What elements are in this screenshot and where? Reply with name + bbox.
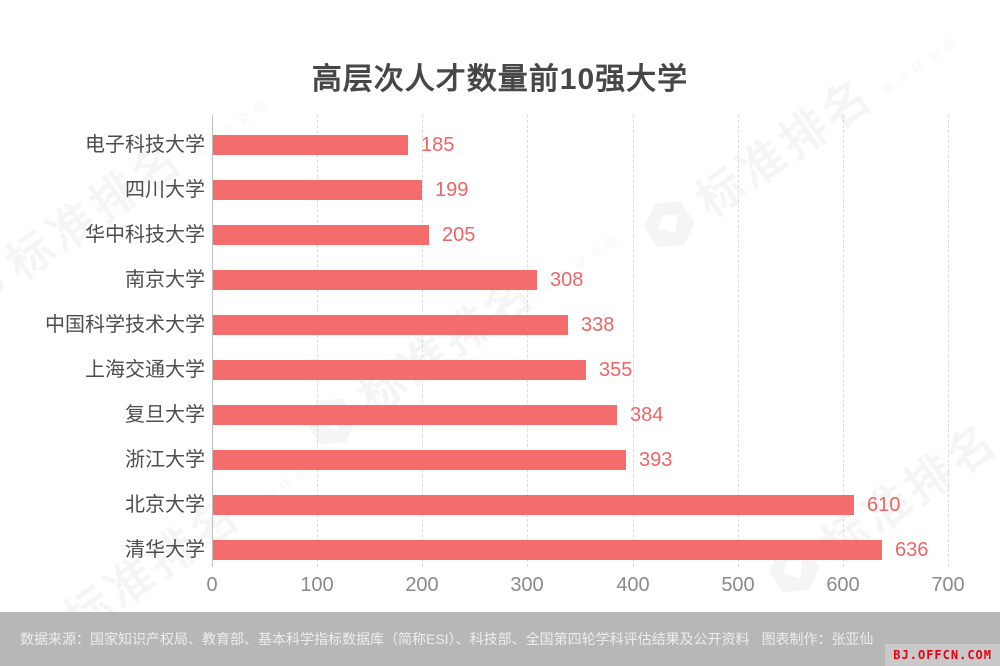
x-tick-label: 400 bbox=[616, 574, 650, 596]
bar-value-label: 205 bbox=[442, 224, 476, 246]
bar bbox=[213, 270, 537, 290]
gridline bbox=[633, 115, 634, 567]
bar bbox=[213, 450, 626, 470]
gridline bbox=[422, 115, 423, 567]
category-label: 清华大学 bbox=[125, 539, 205, 561]
x-tick-label: 300 bbox=[510, 574, 544, 596]
bar bbox=[213, 540, 882, 560]
footer-bar: 数据来源：国家知识产权局、教育部、基本科学指标数据库（简称ESI）、科技部、全国… bbox=[0, 612, 1000, 666]
x-axis: 0 100 200 300 400 500 600 700 bbox=[206, 574, 964, 600]
bar-value-label: 610 bbox=[867, 494, 901, 516]
category-label: 复旦大学 bbox=[125, 404, 205, 426]
gridline bbox=[948, 115, 949, 567]
bar bbox=[213, 180, 422, 200]
category-labels: 电子科技大学四川大学华中科技大学南京大学中国科学技术大学上海交通大学复旦大学浙江… bbox=[0, 115, 205, 567]
chart-credit-text: 图表制作：张亚仙 bbox=[761, 631, 874, 647]
bar bbox=[213, 495, 854, 515]
bar-value-label: 355 bbox=[599, 359, 633, 381]
bar-value-label: 199 bbox=[435, 179, 469, 201]
bar bbox=[213, 405, 617, 425]
y-axis-line bbox=[212, 115, 213, 567]
bar-value-label: 636 bbox=[895, 539, 929, 561]
gridline bbox=[843, 115, 844, 567]
category-label: 华中科技大学 bbox=[85, 224, 205, 246]
category-label: 电子科技大学 bbox=[85, 134, 205, 156]
bar-value-label: 308 bbox=[550, 269, 584, 291]
gridline bbox=[527, 115, 528, 567]
data-source-text: 数据来源：国家知识产权局、教育部、基本科学指标数据库（简称ESI）、科技部、全国… bbox=[20, 631, 750, 647]
chart-title: 高层次人才数量前10强大学 bbox=[311, 63, 689, 97]
category-label: 浙江大学 bbox=[125, 449, 205, 471]
category-label: 上海交通大学 bbox=[85, 359, 205, 381]
bar-value-label: 384 bbox=[630, 404, 664, 426]
x-tick-label: 100 bbox=[300, 574, 334, 596]
x-tick-label: 0 bbox=[206, 574, 218, 596]
bar bbox=[213, 135, 408, 155]
bar-value-label: 393 bbox=[639, 449, 673, 471]
bar bbox=[213, 225, 429, 245]
gridline bbox=[738, 115, 739, 567]
plot-area: 185 199 205 308 338 355 384 393 610 636 bbox=[212, 115, 949, 567]
bar bbox=[213, 315, 568, 335]
category-label: 四川大学 bbox=[125, 179, 205, 201]
bar-value-label: 185 bbox=[421, 134, 455, 156]
brand-watermark: BJ.OFFCN.COM bbox=[885, 644, 1000, 666]
x-tick-label: 700 bbox=[931, 574, 965, 596]
x-tick-label: 500 bbox=[721, 574, 755, 596]
category-label: 中国科学技术大学 bbox=[45, 314, 205, 336]
x-tick-label: 200 bbox=[405, 574, 439, 596]
gridline bbox=[317, 115, 318, 567]
bar-value-label: 338 bbox=[581, 314, 615, 336]
category-label: 南京大学 bbox=[125, 269, 205, 291]
category-label: 北京大学 bbox=[125, 494, 205, 516]
bar bbox=[213, 360, 586, 380]
x-tick-label: 600 bbox=[826, 574, 860, 596]
